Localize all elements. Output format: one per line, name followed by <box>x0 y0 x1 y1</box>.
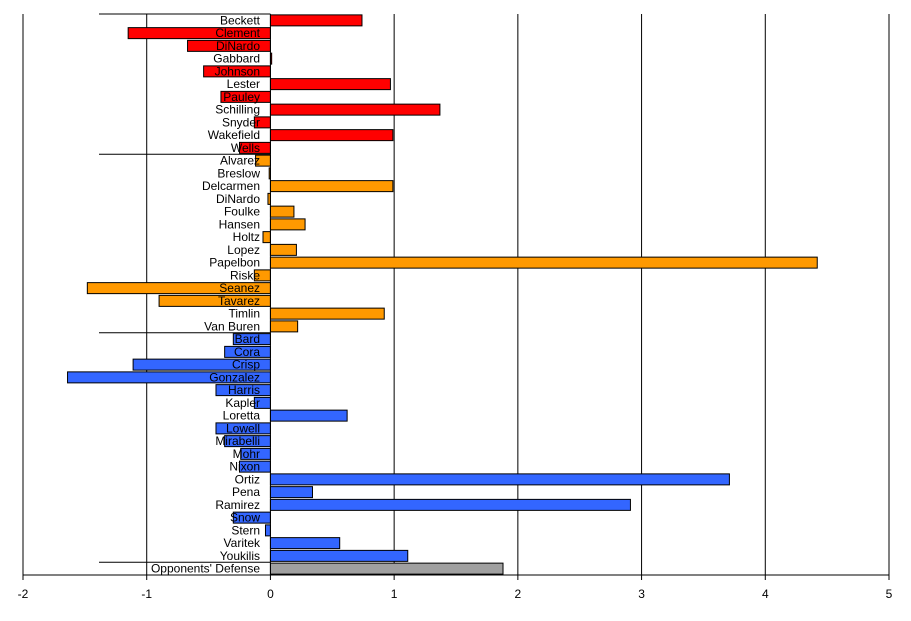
bar-varitek <box>269 537 341 550</box>
category-label: DiNardo <box>216 192 260 206</box>
category-label: Clement <box>215 26 260 40</box>
bar-ortiz <box>269 473 730 486</box>
category-label: Kapler <box>225 396 260 410</box>
category-label: Pena <box>232 485 260 499</box>
category-label: Pauley <box>223 90 260 104</box>
category-label: Opponents' Defense <box>151 562 260 576</box>
bar-beckett <box>269 14 363 27</box>
category-label: Schilling <box>215 103 260 117</box>
category-label: Lopez <box>227 243 260 257</box>
category-label: Van Buren <box>204 319 260 333</box>
tick-labels: -2 -1 0 1 2 3 4 5 <box>18 587 893 601</box>
category-label: Youkilis <box>220 549 260 563</box>
x-tick-label: -2 <box>18 587 29 601</box>
category-label: Papelbon <box>209 256 260 270</box>
category-label: Delcarmen <box>202 179 260 193</box>
bar-foulke <box>269 205 295 218</box>
category-label: Gonzalez <box>209 370 260 384</box>
category-label: Snyder <box>222 115 260 129</box>
x-tick-label: 4 <box>762 587 769 601</box>
bar-delcarmen <box>269 180 394 193</box>
bar-lopez <box>269 243 297 256</box>
category-label: Beckett <box>220 13 261 27</box>
category-label: Foulke <box>224 205 260 219</box>
category-label: Lester <box>227 77 260 91</box>
bar-youkilis <box>269 549 409 562</box>
category-label: Wells <box>231 141 260 155</box>
category-label: Bard <box>235 332 260 346</box>
category-labels: BeckettClementDiNardoGabbardJohnsonLeste… <box>151 13 261 575</box>
bar-timlin <box>269 307 385 320</box>
category-label: Cora <box>234 345 260 359</box>
category-label: Loretta <box>223 409 261 423</box>
category-label: Breslow <box>217 166 260 180</box>
category-label: Mohr <box>233 447 260 461</box>
bars <box>67 14 818 575</box>
bar-hansen <box>269 218 306 231</box>
category-label: Mirabelli <box>215 434 260 448</box>
bar-opponents-defense <box>269 562 504 575</box>
bar-lester <box>269 78 391 91</box>
category-label: Alvarez <box>220 154 260 168</box>
category-label: Tavarez <box>218 294 260 308</box>
x-tick-label: -1 <box>141 587 152 601</box>
bar-van-buren <box>269 320 299 333</box>
category-label: Stern <box>231 523 260 537</box>
category-label: Snow <box>230 511 260 525</box>
bar-pena <box>269 486 313 499</box>
category-label: Crisp <box>232 358 260 372</box>
x-tick-label: 5 <box>886 587 893 601</box>
x-tick-label: 3 <box>638 587 645 601</box>
category-label: Harris <box>228 383 260 397</box>
category-label: Ramirez <box>215 498 260 512</box>
x-tick-label: 0 <box>267 587 274 601</box>
category-label: Johnson <box>215 64 260 78</box>
x-tick-label: 2 <box>515 587 522 601</box>
category-label: Gabbard <box>213 52 260 66</box>
bar-loretta <box>269 409 348 422</box>
bar-papelbon <box>269 256 818 269</box>
axes <box>22 13 890 580</box>
x-tick-label: 1 <box>391 587 398 601</box>
bar-holtz <box>262 231 271 244</box>
category-label: Ortiz <box>235 472 260 486</box>
category-label: Wakefield <box>208 128 260 142</box>
category-label: Hansen <box>219 217 260 231</box>
category-label: Varitek <box>224 536 261 550</box>
category-label: Seanez <box>219 281 260 295</box>
category-label: Riske <box>230 268 260 282</box>
bar-schilling <box>269 103 441 116</box>
gridlines <box>22 14 890 575</box>
category-label: DiNardo <box>216 39 260 53</box>
bar-wakefield <box>269 129 394 142</box>
bar-ramirez <box>269 498 631 511</box>
category-label: Nixon <box>229 460 260 474</box>
category-label: Lowell <box>226 421 260 435</box>
category-label: Holtz <box>233 230 260 244</box>
category-label: Timlin <box>228 307 260 321</box>
bar-stern <box>264 524 271 537</box>
